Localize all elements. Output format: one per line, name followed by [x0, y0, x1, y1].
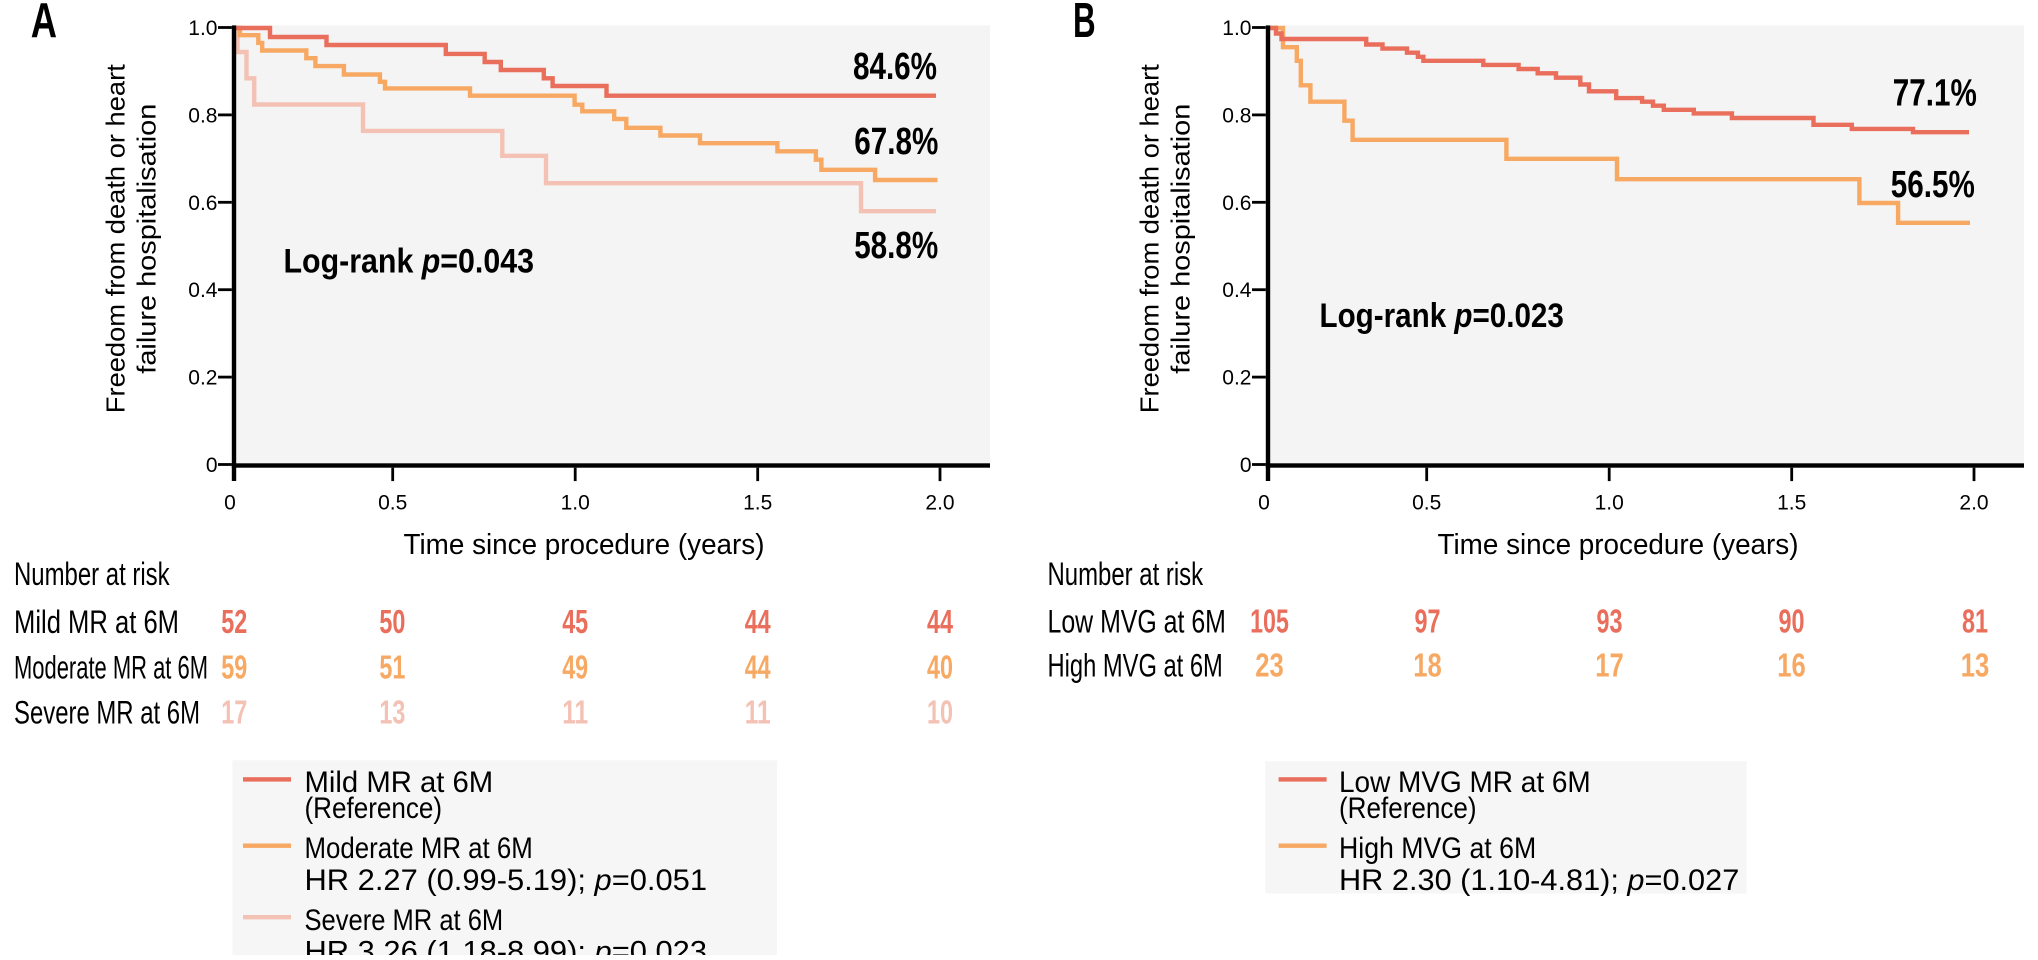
- svg-text:HR 2.27 (0.99-5.19); p=0.051: HR 2.27 (0.99-5.19); p=0.051: [305, 864, 708, 897]
- svg-text:51: 51: [379, 649, 405, 686]
- svg-text:0: 0: [224, 492, 236, 515]
- svg-text:0.6: 0.6: [188, 192, 217, 215]
- svg-text:0.5: 0.5: [1412, 492, 1441, 515]
- svg-text:13: 13: [379, 694, 405, 731]
- svg-text:Low MVG at 6M: Low MVG at 6M: [1048, 604, 1226, 640]
- svg-text:failure hospitalisation: failure hospitalisation: [132, 104, 162, 374]
- svg-text:84.6%: 84.6%: [853, 46, 937, 88]
- svg-text:0.6: 0.6: [1222, 192, 1251, 215]
- svg-text:Severe MR at 6M: Severe MR at 6M: [305, 904, 504, 937]
- svg-text:23: 23: [1255, 647, 1284, 684]
- svg-text:17: 17: [221, 694, 247, 731]
- svg-text:97: 97: [1415, 603, 1441, 640]
- svg-text:81: 81: [1962, 603, 1988, 640]
- svg-text:2.0: 2.0: [1959, 492, 1988, 515]
- svg-text:Moderate MR at 6M: Moderate MR at 6M: [14, 650, 208, 686]
- svg-text:failure hospitalisation: failure hospitalisation: [1166, 104, 1196, 374]
- svg-text:Number at risk: Number at risk: [14, 556, 170, 592]
- svg-text:(Reference): (Reference): [1339, 792, 1477, 825]
- svg-text:Log-rank p=0.023: Log-rank p=0.023: [1320, 296, 1564, 334]
- svg-text:44: 44: [927, 603, 953, 640]
- svg-text:1.5: 1.5: [1777, 492, 1806, 515]
- svg-text:40: 40: [927, 649, 953, 686]
- svg-text:1.0: 1.0: [561, 492, 590, 515]
- svg-text:0: 0: [1240, 454, 1252, 477]
- svg-text:A: A: [31, 0, 57, 48]
- svg-text:0.2: 0.2: [188, 367, 217, 390]
- svg-text:0.4: 0.4: [1222, 279, 1252, 302]
- svg-text:Log-rank p=0.043: Log-rank p=0.043: [284, 242, 534, 280]
- svg-text:10: 10: [927, 694, 953, 731]
- svg-text:90: 90: [1779, 603, 1805, 640]
- svg-text:Number at risk: Number at risk: [1048, 556, 1204, 592]
- svg-text:93: 93: [1597, 603, 1623, 640]
- svg-text:Time since procedure (years): Time since procedure (years): [404, 529, 765, 561]
- svg-text:0.4: 0.4: [188, 279, 218, 302]
- svg-text:67.8%: 67.8%: [854, 120, 938, 162]
- svg-text:1.0: 1.0: [188, 17, 217, 40]
- svg-text:HR 3.26 (1.18-8.99); p=0.023: HR 3.26 (1.18-8.99); p=0.023: [305, 936, 708, 956]
- svg-text:52: 52: [221, 603, 247, 640]
- svg-text:44: 44: [745, 603, 771, 640]
- svg-text:0.8: 0.8: [188, 104, 217, 127]
- svg-text:Mild MR at 6M: Mild MR at 6M: [14, 604, 179, 640]
- svg-text:High MVG at 6M: High MVG at 6M: [1048, 648, 1223, 684]
- svg-text:0: 0: [1258, 492, 1270, 515]
- svg-text:Severe MR at 6M: Severe MR at 6M: [14, 695, 200, 731]
- svg-text:1.0: 1.0: [1595, 492, 1624, 515]
- svg-text:0.5: 0.5: [378, 492, 407, 515]
- svg-text:Low MVG MR at 6M: Low MVG MR at 6M: [1339, 766, 1591, 799]
- svg-text:18: 18: [1413, 647, 1442, 684]
- svg-text:13: 13: [1961, 647, 1990, 684]
- svg-text:45: 45: [562, 603, 588, 640]
- svg-text:0: 0: [206, 454, 218, 477]
- svg-text:11: 11: [562, 694, 588, 731]
- svg-text:2.0: 2.0: [925, 492, 954, 515]
- svg-text:44: 44: [745, 649, 771, 686]
- svg-text:105: 105: [1250, 603, 1289, 640]
- svg-text:59: 59: [221, 649, 247, 686]
- svg-text:High MVG at 6M: High MVG at 6M: [1339, 832, 1536, 865]
- svg-text:49: 49: [562, 649, 588, 686]
- svg-text:Time since procedure (years): Time since procedure (years): [1438, 529, 1799, 561]
- svg-text:1.0: 1.0: [1222, 17, 1251, 40]
- svg-text:58.8%: 58.8%: [854, 225, 938, 267]
- svg-text:Freedom from death or heart: Freedom from death or heart: [1135, 63, 1165, 413]
- svg-text:HR 2.30 (1.10-4.81); p=0.027: HR 2.30 (1.10-4.81); p=0.027: [1339, 864, 1739, 897]
- svg-text:B: B: [1073, 0, 1096, 48]
- svg-text:0.2: 0.2: [1222, 367, 1251, 390]
- svg-text:11: 11: [745, 694, 771, 731]
- svg-text:1.5: 1.5: [743, 492, 772, 515]
- svg-text:Moderate MR at 6M: Moderate MR at 6M: [305, 832, 533, 865]
- svg-text:17: 17: [1595, 647, 1624, 684]
- svg-text:Freedom from death or heart: Freedom from death or heart: [101, 63, 131, 413]
- svg-text:16: 16: [1777, 647, 1806, 684]
- svg-text:(Reference): (Reference): [305, 792, 443, 825]
- svg-text:77.1%: 77.1%: [1893, 72, 1977, 114]
- svg-text:56.5%: 56.5%: [1891, 164, 1975, 206]
- svg-text:0.8: 0.8: [1222, 104, 1251, 127]
- svg-text:Mild MR at 6M: Mild MR at 6M: [305, 766, 494, 799]
- svg-text:50: 50: [379, 603, 405, 640]
